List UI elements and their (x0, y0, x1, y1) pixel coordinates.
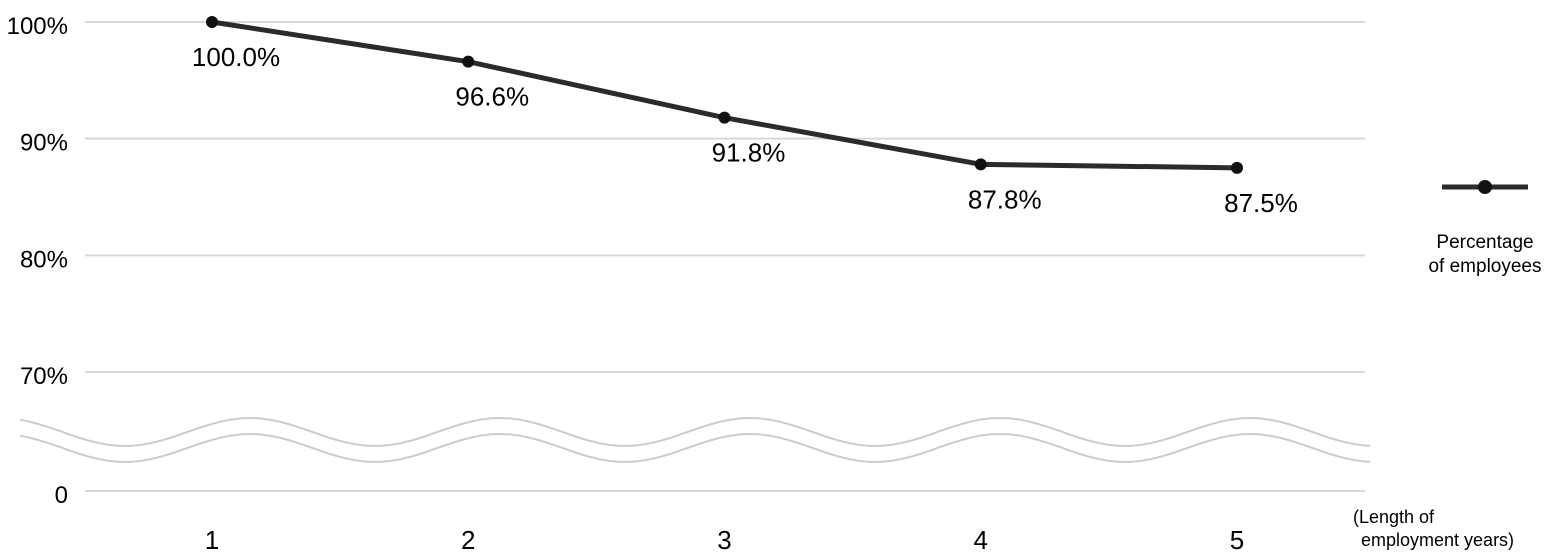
x-axis-title: (Length of employment years) (1353, 506, 1514, 552)
x-tick-label: 4 (974, 525, 988, 555)
data-point-label: 91.8% (712, 138, 786, 168)
data-point-label: 96.6% (455, 82, 529, 112)
y-tick-label: 0 (55, 482, 68, 509)
y-tick-label: 100% (7, 13, 68, 40)
data-point-marker (1231, 161, 1243, 174)
x-tick-label: 1 (205, 525, 219, 555)
y-tick-label: 90% (20, 130, 68, 157)
data-point-label: 87.8% (968, 184, 1042, 214)
x-axis-title-line1: (Length of (1353, 507, 1435, 527)
legend-label: Percentage of employees (1395, 231, 1560, 279)
legend: Percentage of employees (1395, 176, 1560, 279)
axis-break-wave (19, 416, 1371, 447)
data-point-label: 100.0% (192, 42, 280, 72)
data-point-marker (206, 16, 218, 28)
data-point-marker (462, 55, 475, 68)
legend-label-line2: of employees (1428, 256, 1542, 277)
x-tick-label: 5 (1230, 525, 1244, 555)
x-tick-label: 2 (461, 525, 475, 555)
axis-break-wave (19, 432, 1371, 463)
data-point-label: 87.5% (1224, 188, 1298, 218)
x-axis-title-line2: employment years) (1361, 530, 1515, 550)
legend-line-marker-icon (1442, 180, 1528, 194)
y-tick-label: 70% (20, 363, 68, 390)
legend-label-line1: Percentage (1436, 232, 1534, 253)
data-point-marker (718, 111, 731, 124)
data-point-marker (974, 158, 987, 171)
y-tick-label: 80% (20, 246, 68, 273)
x-tick-label: 3 (717, 525, 731, 555)
legend-marker-dot (1478, 180, 1492, 194)
